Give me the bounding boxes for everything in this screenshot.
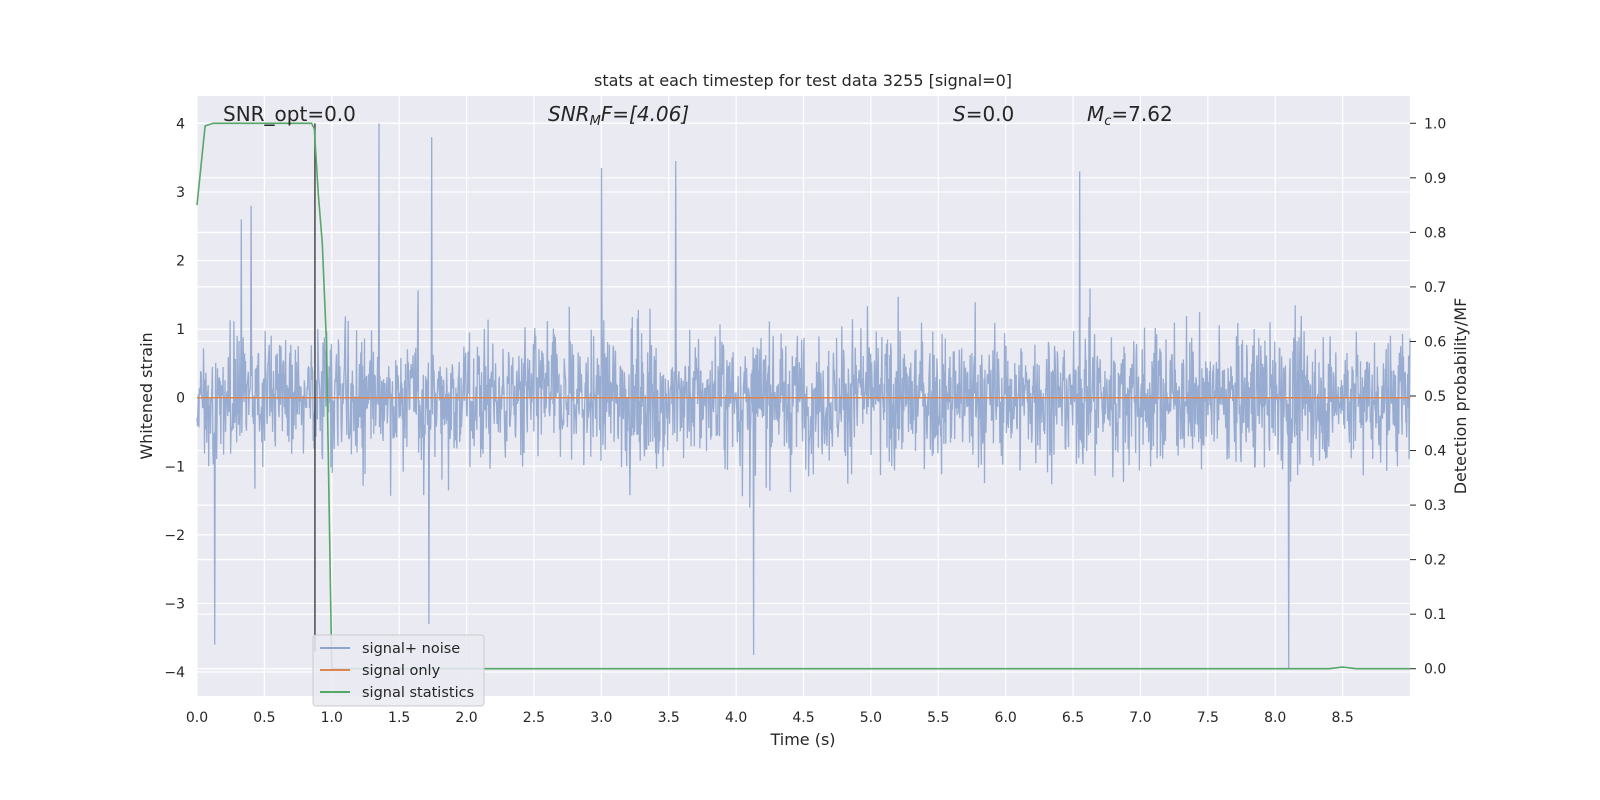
x-tick-label-17: 8.5 (1331, 710, 1353, 726)
y-right-tick-label-8: 0.2 (1424, 553, 1446, 569)
y-left-tick-label-8: −4 (164, 665, 185, 681)
x-tick-label-0: 0.0 (186, 710, 208, 726)
y-right-axis-ticks: 1.0 0.9 0.8 0.7 0.6 0.5 0.4 0.3 0.2 0.1 0.0 (1410, 116, 1446, 678)
annotation-snr-opt: SNR_opt=0.0 (223, 102, 356, 126)
y-right-tick-label-4: 0.6 (1424, 334, 1446, 350)
y-right-axis-label: Detection probability/MF (1451, 298, 1470, 495)
y-left-axis-ticks: 4 3 2 1 0 −1 −2 −3 −4 (164, 116, 185, 681)
y-right-tick-label-0: 1.0 (1424, 116, 1446, 132)
y-right-tick-label-2: 0.8 (1424, 225, 1446, 241)
x-tick-label-5: 2.5 (523, 710, 545, 726)
series-signal-statistics (196, 122, 1410, 670)
y-left-tick-label-0: 4 (176, 116, 185, 132)
y-left-tick-label-4: 0 (176, 391, 185, 407)
chart-title: stats at each timestep for test data 325… (594, 71, 1012, 90)
y-right-tick-label-1: 0.9 (1424, 171, 1446, 187)
x-tick-label-12: 6.0 (995, 710, 1017, 726)
x-tick-label-4: 2.0 (455, 710, 477, 726)
annotation-snr-mf: SNRMF=[4.06] (548, 102, 689, 129)
y-left-tick-label-5: −1 (164, 459, 185, 475)
signal-noise-line (196, 123, 1411, 669)
legend-label-signal-only: signal only (362, 663, 441, 679)
y-right-tick-label-9: 0.1 (1424, 607, 1446, 623)
legend: signal+ noise signal only signal statist… (312, 634, 485, 707)
y-left-tick-label-7: −3 (164, 596, 185, 612)
x-tick-label-6: 3.0 (590, 710, 612, 726)
legend-label-signal-noise: signal+ noise (362, 641, 460, 657)
y-right-tick-label-6: 0.4 (1424, 444, 1446, 460)
y-left-tick-label-1: 3 (176, 185, 185, 201)
y-left-tick-label-3: 1 (176, 322, 185, 338)
y-right-tick-label-7: 0.3 (1424, 498, 1446, 514)
series-signal-noise (196, 123, 1411, 669)
x-tick-label-9: 4.5 (792, 710, 814, 726)
x-tick-label-1: 0.5 (253, 710, 275, 726)
x-axis-label: Time (s) (769, 730, 835, 749)
x-tick-label-2: 1.0 (321, 710, 343, 726)
y-right-tick-label-3: 0.7 (1424, 280, 1446, 296)
y-left-tick-label-2: 2 (176, 254, 185, 270)
annotation-s: S=0.0 (953, 102, 1014, 126)
legend-box (312, 634, 485, 707)
x-tick-label-7: 3.5 (658, 710, 680, 726)
x-tick-label-11: 5.5 (927, 710, 949, 726)
x-axis-ticks: 0.0 0.5 1.0 1.5 2.0 2.5 3.0 3.5 4.0 4.5 5.0 5.5 6.0 6… (186, 710, 1354, 726)
x-tick-label-8: 4.0 (725, 710, 747, 726)
x-tick-label-3: 1.5 (388, 710, 410, 726)
x-tick-label-14: 7.0 (1129, 710, 1151, 726)
x-tick-label-10: 5.0 (860, 710, 882, 726)
annotation-mc: Mc=7.62 (1087, 102, 1173, 129)
y-left-axis-label: Whitened strain (137, 332, 156, 459)
x-tick-label-15: 7.5 (1197, 710, 1219, 726)
x-tick-label-13: 6.5 (1062, 710, 1084, 726)
y-right-tick-label-10: 0.0 (1424, 662, 1446, 678)
y-right-tick-label-5: 0.5 (1424, 389, 1446, 405)
legend-label-signal-statistics: signal statistics (362, 685, 474, 701)
x-tick-label-16: 8.0 (1264, 710, 1286, 726)
y-left-tick-label-6: −2 (164, 528, 185, 544)
